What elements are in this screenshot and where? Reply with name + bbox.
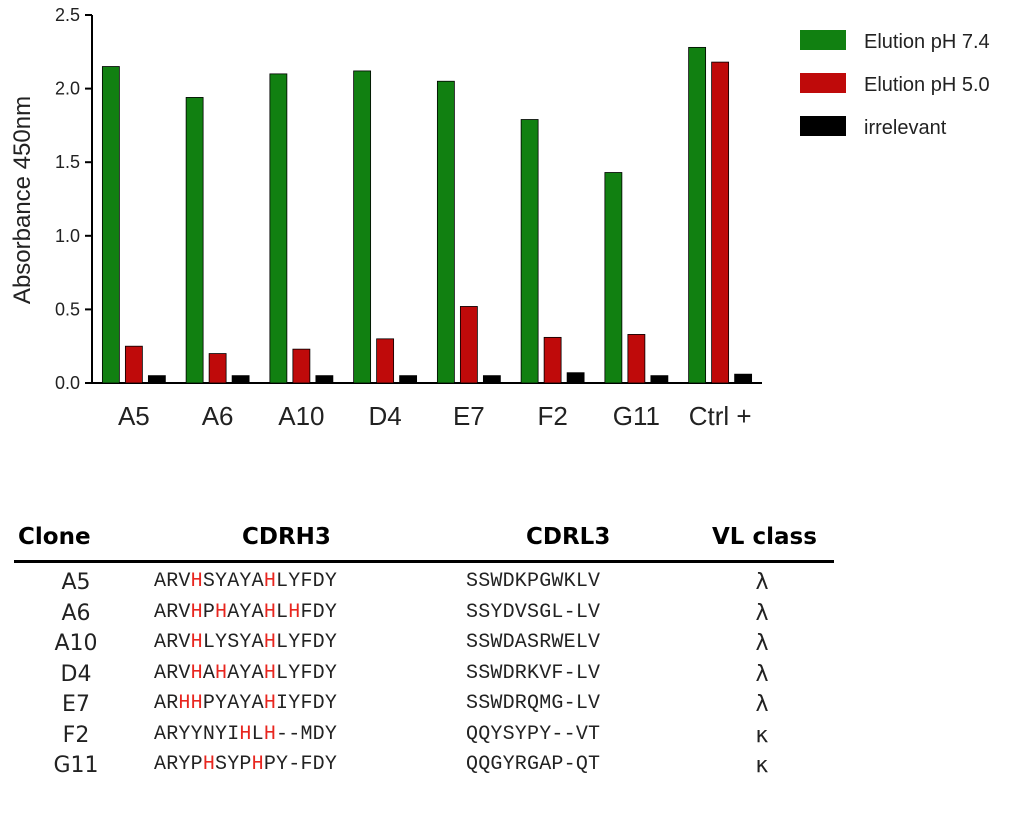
vl-class-cell: κ [755,722,769,748]
bar-g11-2 [650,375,669,384]
cdrl3-cell: QQGYRGAP-QT [466,753,601,776]
x-tick-label: E7 [453,401,485,431]
header-clone: Clone [18,524,91,550]
chart-axes [91,15,762,384]
vl-class-cell: λ [755,570,769,595]
table-row: F2 ARYYNYIHLH--MDY QQYSYPY--VT κ [14,723,834,754]
table-row: A5 ARVHSYAYAHLYFDY SSWDKPGWKLV λ [14,570,834,601]
cdrl3-cell: SSWDASRWELV [466,631,601,654]
cdrl3-cell: SSWDKPGWKLV [466,570,601,593]
clone-cell: F2 [62,722,90,748]
bar-a10-0 [269,73,288,384]
legend-swatch [800,73,846,93]
bar-e7-0 [436,80,455,384]
chart-ticks: 0.0 0.5 1.0 1.5 2.0 2.5 [55,5,92,393]
legend-swatch [800,30,846,50]
bar-d4-1 [376,338,395,384]
cdrh3-cell: ARVHLYSYAHLYFDY [154,631,338,654]
chart-legend: Elution pH 7.4 Elution pH 5.0 irrelevant [800,30,990,139]
vl-class-cell: λ [755,692,769,717]
bar-a6-2 [231,375,250,384]
bar-f2-2 [566,372,585,384]
table-row: G11 ARYPHSYPHPY-FDY QQGYRGAP-QT κ [14,753,834,784]
bar-a6-0 [185,97,204,384]
bar-a10-1 [292,348,311,384]
x-tick-label: F2 [537,401,567,431]
bar-g11-1 [627,334,646,384]
legend-label: Elution pH 5.0 [864,74,990,96]
bar-f2-0 [520,119,539,384]
vl-class-cell: λ [755,631,769,656]
cdrh3-cell: ARVHSYAYAHLYFDY [154,570,338,593]
vl-class-cell: κ [755,753,769,778]
bar-ctrl-0 [688,46,707,384]
cdrl3-cell: QQYSYPY--VT [466,722,601,746]
y-tick-label: 2.5 [55,5,80,25]
x-tick-label: A5 [118,401,150,431]
cdrh3-cell: ARYPHSYPHPY-FDY [154,753,338,776]
table-body: A5 ARVHSYAYAHLYFDY SSWDKPGWKLV λ A6 ARVHPHAYA… [14,570,834,784]
y-axis-label: Absorbance 450nm [9,96,36,304]
y-tick-label: 1.0 [55,226,80,246]
vl-class-cell: λ [755,600,769,626]
sequence-table: Clone CDRH3 CDRL3 VL class A5 ARVHSYAYAHL… [14,524,834,778]
cdrl3-cell: SSYDVSGL-LV [466,600,601,624]
y-tick-label: 0.5 [55,299,80,319]
chart-bars [101,46,753,384]
legend-label: Elution pH 7.4 [864,31,990,53]
header-cdrh3: CDRH3 [242,524,331,550]
legend-swatch [800,116,846,136]
table-row: A6 ARVHPHAYAHLHFDY SSYDVSGL-LV λ [14,601,834,632]
bar-a10-2 [315,375,334,384]
cdrh3-cell: ARVHPHAYAHLHFDY [154,600,338,624]
x-tick-label: D4 [369,401,402,431]
clone-cell: A5 [61,570,91,595]
clone-cell: G11 [53,753,99,778]
clone-cell: E7 [62,692,90,717]
header-cdrl3: CDRL3 [526,524,611,550]
bar-chart: 0.0 0.5 1.0 1.5 2.0 2.5 A5 A6 A10 D4 E7 F2 G11 Ctrl … [9,5,990,431]
bar-d4-0 [353,70,372,384]
bar-ctrl-1 [711,61,730,384]
table-header: Clone CDRH3 CDRL3 VL class [14,524,834,560]
y-tick-label: 1.5 [55,152,80,172]
x-tick-label: A6 [202,401,234,431]
bar-d4-2 [399,375,418,384]
x-tick-label: Ctrl + [689,401,752,431]
y-tick-label: 0.0 [55,373,80,393]
vl-class-cell: λ [755,661,769,687]
cdrl3-cell: SSWDRQMG-LV [466,692,601,715]
bar-a6-1 [208,353,227,384]
bar-e7-2 [482,375,501,384]
header-vl-class: VL class [712,524,817,550]
table-row: D4 ARVHAHAYAHLYFDY SSWDRKVF-LV λ [14,662,834,693]
table-row: E7 ARHHPYAYAHIYFDY SSWDRQMG-LV λ [14,692,834,723]
table-row: A10 ARVHLYSYAHLYFDY SSWDASRWELV λ [14,631,834,662]
bar-e7-1 [459,306,478,384]
header-rule [14,560,834,563]
legend-label: irrelevant [864,117,947,139]
bar-a5-1 [124,345,143,384]
bar-g11-0 [604,172,623,384]
clone-cell: A10 [54,631,98,656]
y-tick-label: 2.0 [55,79,80,99]
bar-a5-2 [147,375,166,384]
cdrh3-cell: ARYYNYIHLH--MDY [154,722,338,746]
x-tick-label: G11 [613,401,660,431]
cdrh3-cell: ARHHPYAYAHIYFDY [154,692,338,715]
x-tick-labels: A5 A6 A10 D4 E7 F2 G11 Ctrl + [118,401,752,431]
bar-f2-1 [543,336,562,384]
bar-ctrl-2 [734,373,753,384]
cdrh3-cell: ARVHAHAYAHLYFDY [154,661,338,685]
cdrl3-cell: SSWDRKVF-LV [466,661,601,685]
bar-a5-0 [101,66,120,384]
x-tick-label: A10 [278,401,324,431]
clone-cell: D4 [60,661,92,687]
clone-cell: A6 [61,600,91,626]
